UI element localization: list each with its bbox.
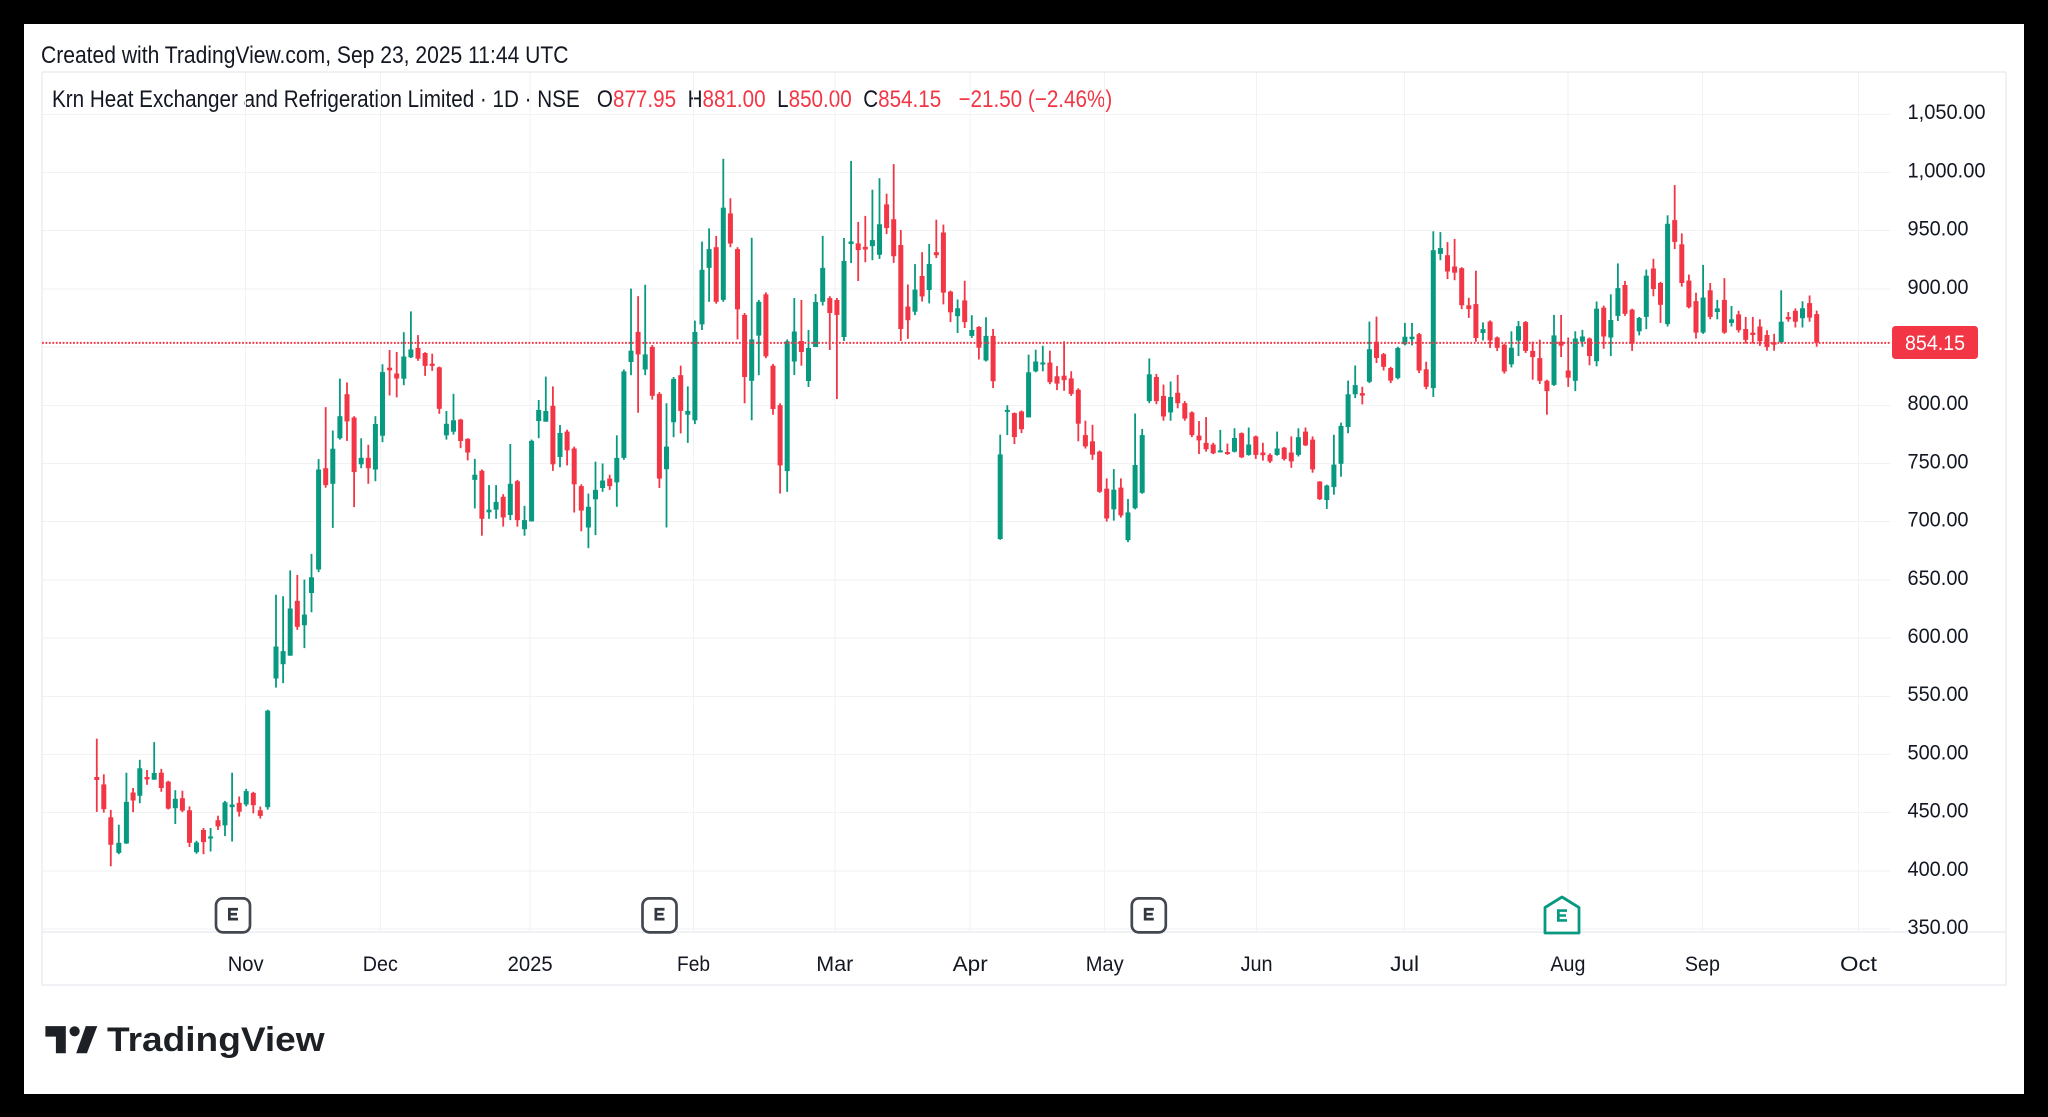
svg-text:Sep: Sep xyxy=(1685,953,1720,976)
svg-text:Jul: Jul xyxy=(1390,953,1419,976)
svg-text:800.00: 800.00 xyxy=(1908,392,1969,415)
svg-text:550.00: 550.00 xyxy=(1908,683,1969,706)
svg-text:500.00: 500.00 xyxy=(1908,741,1969,764)
svg-text:Dec: Dec xyxy=(363,953,398,976)
svg-text:750.00: 750.00 xyxy=(1908,450,1969,473)
svg-text:650.00: 650.00 xyxy=(1908,567,1969,590)
svg-text:350.00: 350.00 xyxy=(1908,916,1969,939)
svg-text:Apr: Apr xyxy=(953,953,988,976)
svg-text:900.00: 900.00 xyxy=(1908,276,1969,299)
svg-text:1,000.00: 1,000.00 xyxy=(1908,159,1986,182)
svg-text:950.00: 950.00 xyxy=(1908,218,1969,241)
svg-text:2025: 2025 xyxy=(508,953,553,976)
svg-text:854.15: 854.15 xyxy=(1905,332,1965,355)
svg-text:May: May xyxy=(1086,953,1124,976)
svg-text:Mar: Mar xyxy=(816,953,853,976)
svg-text:Nov: Nov xyxy=(228,953,264,976)
svg-text:700.00: 700.00 xyxy=(1908,509,1969,532)
svg-text:1,050.00: 1,050.00 xyxy=(1908,101,1986,124)
svg-text:Feb: Feb xyxy=(677,953,710,976)
svg-text:450.00: 450.00 xyxy=(1908,800,1969,823)
svg-text:400.00: 400.00 xyxy=(1908,858,1969,881)
svg-text:Oct: Oct xyxy=(1840,953,1877,976)
svg-text:Aug: Aug xyxy=(1550,953,1585,976)
svg-text:Jun: Jun xyxy=(1241,953,1273,976)
svg-text:600.00: 600.00 xyxy=(1908,625,1969,648)
